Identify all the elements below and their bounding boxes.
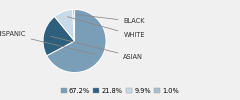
- Wedge shape: [72, 10, 75, 41]
- Wedge shape: [43, 17, 75, 56]
- Text: ASIAN: ASIAN: [51, 36, 143, 60]
- Legend: 67.2%, 21.8%, 9.9%, 1.0%: 67.2%, 21.8%, 9.9%, 1.0%: [58, 85, 182, 97]
- Wedge shape: [47, 10, 106, 72]
- Wedge shape: [54, 10, 75, 41]
- Text: WHITE: WHITE: [67, 17, 145, 38]
- Text: BLACK: BLACK: [77, 14, 145, 24]
- Text: HISPANIC: HISPANIC: [0, 31, 95, 54]
